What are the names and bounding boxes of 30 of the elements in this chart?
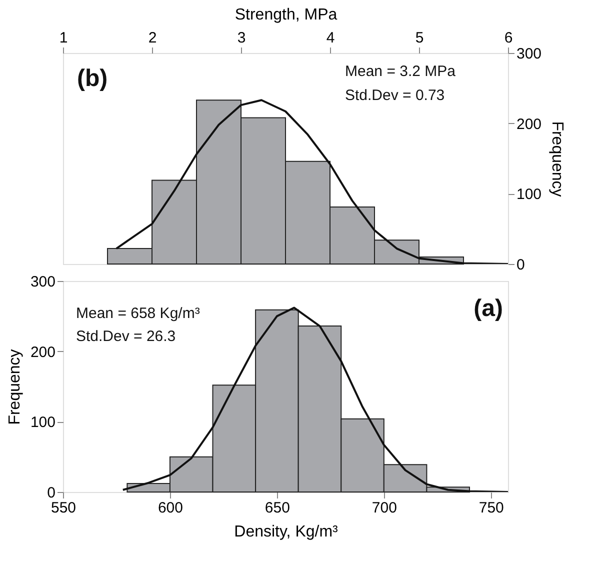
- x-tick-label: 700: [372, 500, 397, 516]
- y-tick-label: 0: [516, 256, 525, 274]
- annotation: Mean = 3.2 MPa: [345, 63, 456, 80]
- x-tick-label: 5: [415, 30, 424, 46]
- line-series: [115, 99, 508, 264]
- y-tick-label: 300: [516, 46, 542, 62]
- x-tick-label: 750: [478, 500, 504, 516]
- x-tick-label: 650: [264, 500, 290, 516]
- y-tick-label: 200: [30, 344, 56, 361]
- y-tick-label: 0: [47, 484, 56, 502]
- x-tick-label: 2: [148, 30, 157, 46]
- x-tick-label: 3: [237, 30, 246, 46]
- annotation: Std.Dev = 0.73: [345, 87, 445, 104]
- y-axis-title: Frequency: [548, 121, 566, 197]
- x-tick-label: 6: [504, 30, 513, 46]
- x-tick-label: 1: [59, 30, 68, 46]
- x-tick-label: 600: [158, 500, 183, 516]
- y-tick-label: 100: [30, 414, 56, 432]
- y-tick-label: 200: [516, 116, 542, 133]
- annotation: Mean = 658 Kg/m³: [76, 305, 200, 322]
- x-axis-title: Strength, MPa: [234, 6, 338, 24]
- annotation: (a): [474, 295, 503, 322]
- annotation: Std.Dev = 26.3: [76, 328, 176, 345]
- y-axis-title: Frequency: [6, 349, 24, 425]
- x-tick-label: 550: [50, 500, 76, 516]
- annotation: (b): [77, 65, 108, 92]
- x-tick-label: 4: [326, 30, 335, 46]
- x-axis-title: Density, Kg/m³: [234, 524, 339, 540]
- y-tick-label: 300: [30, 274, 56, 290]
- y-tick-label: 100: [516, 186, 542, 204]
